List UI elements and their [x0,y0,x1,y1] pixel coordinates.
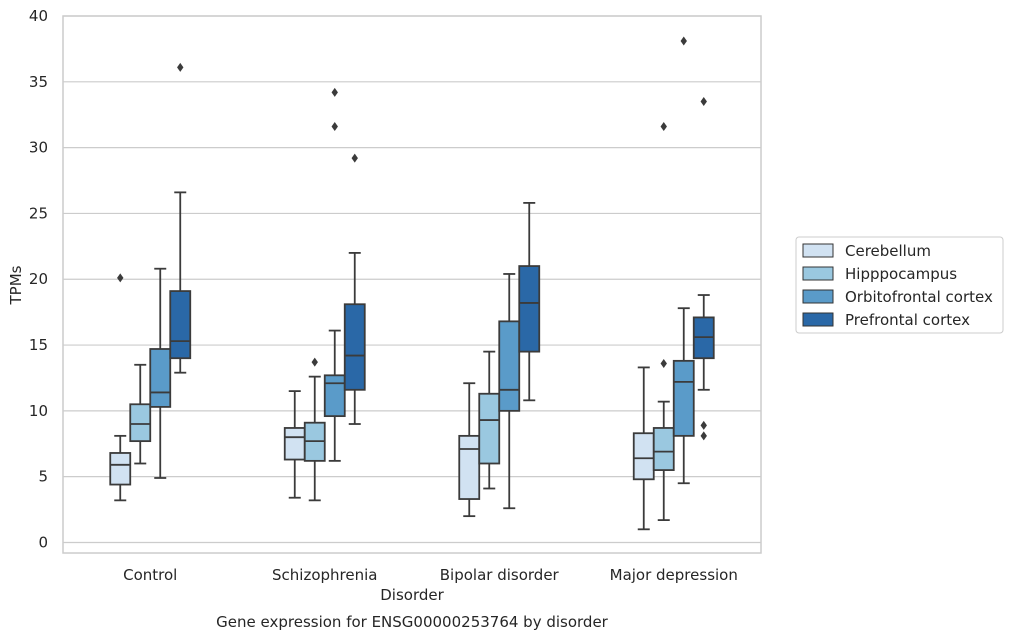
iqr-box [672,359,695,437]
y-tick-label: 5 [38,468,48,486]
y-tick-label: 0 [38,533,48,551]
box-hipppocampus [652,122,675,521]
outlier-point [660,358,667,368]
box-prefrontal-cortex [169,62,192,374]
legend-label: Cerebellum [845,242,931,260]
outlier-point [331,87,338,97]
legend-swatch [802,312,834,327]
box-hipppocampus [303,357,326,502]
iqr-box [632,432,655,481]
outlier-point [117,273,124,283]
outlier-point [700,420,707,430]
box-cerebellum [109,273,132,502]
outlier-point [177,62,184,72]
outlier-point [660,122,667,132]
y-tick-label: 20 [29,270,48,288]
iqr-box [323,374,346,418]
legend-swatch [802,289,834,304]
box-orbitofrontal-cortex [498,273,521,510]
box-orbitofrontal-cortex [149,267,172,479]
y-tick-label: 25 [29,204,48,222]
box-cerebellum [458,382,481,518]
x-tick-label: Schizophrenia [272,566,377,584]
box-orbitofrontal-cortex [323,87,346,462]
y-tick-label: 10 [29,402,48,420]
iqr-box [109,452,132,486]
figure-caption: Gene expression for ENSG00000253764 by d… [216,613,609,631]
legend-swatch [802,266,834,281]
box-prefrontal-cortex [692,97,715,441]
outlier-point [700,97,707,107]
outlier-point [680,36,687,46]
box-groups [109,36,715,531]
y-tick-label: 40 [29,7,48,25]
iqr-box [169,290,192,360]
outlier-point [331,122,338,132]
y-tick-label: 35 [29,73,48,91]
iqr-box [458,434,481,500]
y-axis-ticks: 0 5 10 15 20 25 30 35 40 [29,7,48,551]
outlier-point [700,431,707,441]
iqr-box [498,320,521,412]
legend-swatch [802,243,834,258]
iqr-box [343,303,366,391]
x-axis-label: Disorder [380,586,444,604]
box-prefrontal-cortex [343,153,366,425]
y-axis-label: TPMs [7,265,25,305]
box-cerebellum [283,390,306,499]
x-axis-ticks: Control Schizophrenia Bipolar disorder Majo… [123,566,738,584]
legend: Cerebellum Hipppocampus Orbitofrontal cort… [795,236,1004,334]
x-tick-label: Control [123,566,177,584]
box-prefrontal-cortex [518,201,541,402]
legend-label: Orbitofrontal cortex [845,288,993,306]
box-orbitofrontal-cortex [672,36,695,485]
plot-area-frame [62,15,762,554]
outlier-point [311,357,318,367]
iqr-box [478,392,501,465]
iqr-box [149,348,172,408]
box-hipppocampus [129,363,152,465]
y-tick-label: 30 [29,139,48,157]
x-tick-label: Major depression [610,566,738,584]
legend-frame [795,236,1004,334]
iqr-box [283,427,306,461]
outlier-point [351,153,358,163]
legend-label: Prefrontal cortex [845,311,970,329]
box-cerebellum [632,366,655,531]
iqr-box [129,403,152,443]
legend-label: Hipppocampus [845,265,957,283]
iqr-box [652,427,675,471]
y-tick-label: 15 [29,336,48,354]
iqr-box [518,265,541,353]
x-tick-label: Bipolar disorder [440,566,560,584]
box-hipppocampus [478,350,501,490]
